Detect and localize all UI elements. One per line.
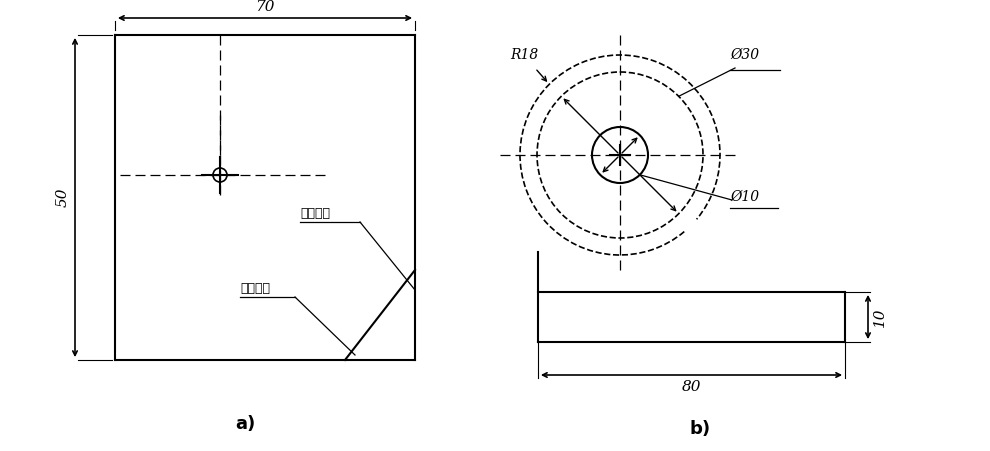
Text: R18: R18 [510, 48, 539, 62]
Text: 10: 10 [873, 307, 887, 327]
Text: Ø30: Ø30 [730, 48, 759, 62]
Text: a): a) [235, 415, 255, 433]
Text: Ø10: Ø10 [730, 190, 759, 204]
Text: 长度基准: 长度基准 [300, 207, 330, 220]
Text: 70: 70 [255, 0, 275, 14]
Text: 50: 50 [56, 188, 70, 207]
Text: 高度基准: 高度基准 [240, 282, 270, 295]
Text: 80: 80 [682, 380, 701, 394]
Text: b): b) [689, 420, 711, 438]
